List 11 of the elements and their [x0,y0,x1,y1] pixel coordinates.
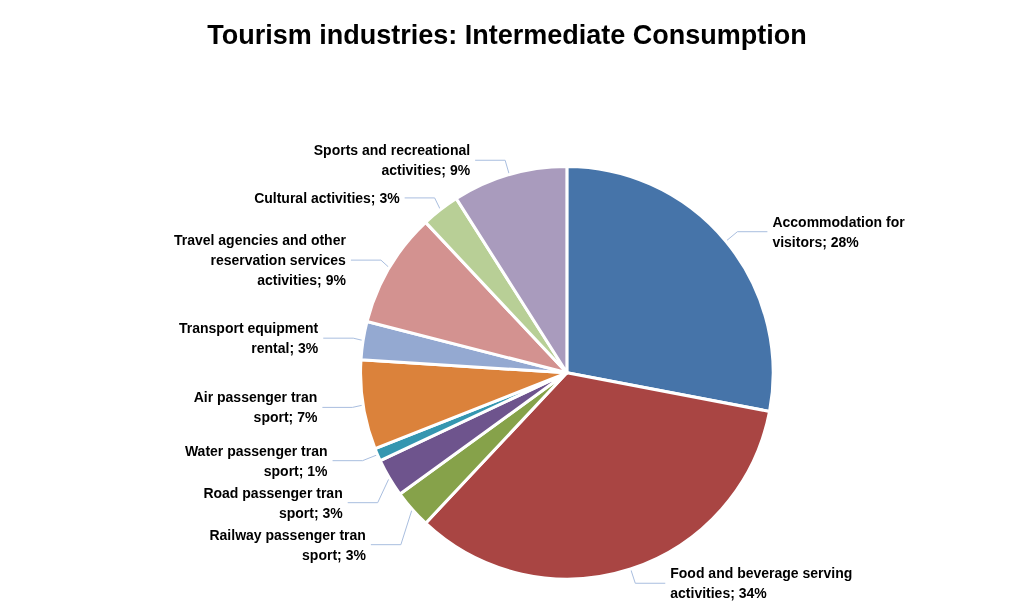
slice-label: Road passenger tran sport; 3% [203,484,344,521]
slice-label: Accommodation for visitors; 28% [772,213,906,250]
slice-label: Travel agencies and other reservation services activities; 9% [173,232,347,289]
slice-label: Sports and recreational activities; 9% [313,142,471,179]
slice-label: Cultural activities; 3% [254,189,401,206]
slice-label: Railway passenger tran sport; 3% [209,526,367,563]
slice-label: Food and beverage serving activities; 34% [670,565,853,602]
slice-label: Transport equipment rental; 3% [179,320,319,357]
chart-title: Tourism industries: Intermediate Consumption [207,19,807,50]
slice-label: Air passenger tran sport; 7% [193,389,318,426]
slice-label: Water passenger tran sport; 1% [184,442,329,479]
